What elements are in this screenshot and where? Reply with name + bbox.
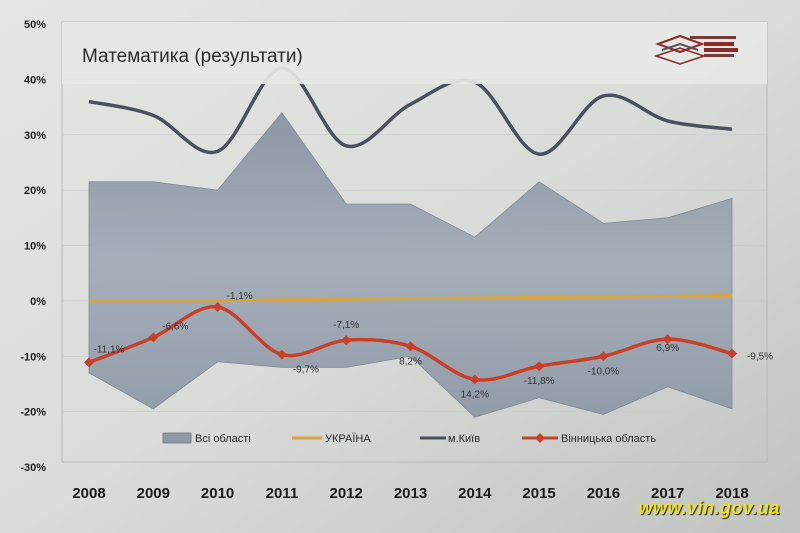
vinnytsia-marker	[598, 351, 609, 362]
x-tick-label: 2013	[394, 485, 427, 502]
vinnytsia-marker	[84, 357, 94, 368]
x-tick-label: 2009	[137, 485, 170, 502]
x-axis-ticks: 2008 2009 2010 2011 2012 2013 2014 2015 2016 2017…	[72, 485, 748, 502]
vinnytsia-data-label: -1,1%	[227, 291, 253, 302]
vinnytsia-marker	[276, 349, 287, 360]
legend-label-kyiv: м.Київ	[448, 433, 480, 445]
vinnytsia-marker	[341, 335, 352, 346]
y-tick-label: 40%	[24, 74, 46, 86]
y-tick-label: 20%	[24, 185, 46, 197]
vinnytsia-data-label: -9,7%	[293, 365, 319, 376]
y-tick-label: 10%	[24, 241, 46, 253]
vinnytsia-marker	[727, 348, 737, 359]
chart-title: Математика (результати)	[82, 46, 303, 67]
y-tick-label: 50%	[24, 19, 46, 31]
vinnytsia-marker	[405, 341, 416, 352]
kyiv-line	[88, 66, 733, 156]
assessment-center-logo	[653, 34, 738, 65]
y-tick-label: 30%	[24, 130, 46, 142]
vinnytsia-markers	[84, 301, 737, 385]
legend-item-ukraine: УКРАЇНА	[292, 433, 371, 445]
x-tick-label: 2015	[522, 485, 555, 502]
vinnytsia-marker	[469, 374, 480, 385]
legend-label-all-regions: Всі області	[195, 433, 251, 445]
all-regions-band	[88, 111, 733, 418]
x-tick-label: 2014	[458, 485, 492, 502]
ukraine-line	[89, 293, 733, 303]
vinnytsia-marker	[662, 334, 673, 345]
y-tick-label: -10%	[20, 351, 46, 363]
legend: Всі області УКРАЇНА м.Київ Вінницька обл…	[162, 432, 656, 445]
x-tick-label: 2016	[587, 485, 620, 502]
y-tick-label: 0%	[30, 296, 46, 308]
x-tick-label: 2018	[715, 485, 748, 502]
vinnytsia-data-label: -9,5%	[747, 351, 773, 362]
y-axis-ticks: 50% 40% 30% 20% 10% 0% -10% -20% -30%	[20, 19, 46, 474]
title-panel	[62, 22, 767, 84]
legend-item-all-regions: Всі області	[162, 432, 251, 445]
legend-item-kyiv: м.Київ	[420, 433, 480, 445]
vinnytsia-marker	[148, 332, 159, 343]
x-tick-label: 2011	[266, 485, 299, 502]
site-watermark: www.vin.gov.ua	[638, 498, 780, 518]
vinnytsia-marker	[212, 301, 223, 312]
vinnytsia-data-label: 14,2%	[461, 390, 489, 401]
vinnytsia-data-label: 6,9%	[656, 343, 679, 354]
x-tick-label: 2010	[201, 485, 234, 502]
x-tick-label: 2012	[330, 485, 363, 502]
vinnytsia-data-label: -11,1%	[94, 344, 125, 355]
legend-label-vinnytsia: Вінницька область	[561, 433, 656, 445]
vinnytsia-data-label: -6,6%	[162, 321, 188, 332]
vinnytsia-data-label: -11,8%	[524, 376, 555, 387]
legend-item-vinnytsia: Вінницька область	[522, 433, 656, 445]
vinnytsia-marker	[534, 361, 545, 372]
vinnytsia-data-label: -7,1%	[333, 320, 359, 331]
x-tick-label: 2008	[72, 485, 105, 502]
legend-label-ukraine: УКРАЇНА	[325, 433, 371, 445]
vinnytsia-data-label: 8,2%	[399, 356, 422, 367]
y-tick-label: -30%	[20, 462, 46, 474]
data-labels: -11,1% -6,6% -1,1% -9,7% -7,1% 8,2% 14,2% -11,8…	[94, 291, 774, 401]
vinnytsia-data-label: -10,0%	[588, 366, 620, 377]
y-tick-label: -20%	[20, 407, 46, 419]
all-regions-area	[88, 111, 733, 418]
x-tick-label: 2017	[651, 485, 684, 502]
